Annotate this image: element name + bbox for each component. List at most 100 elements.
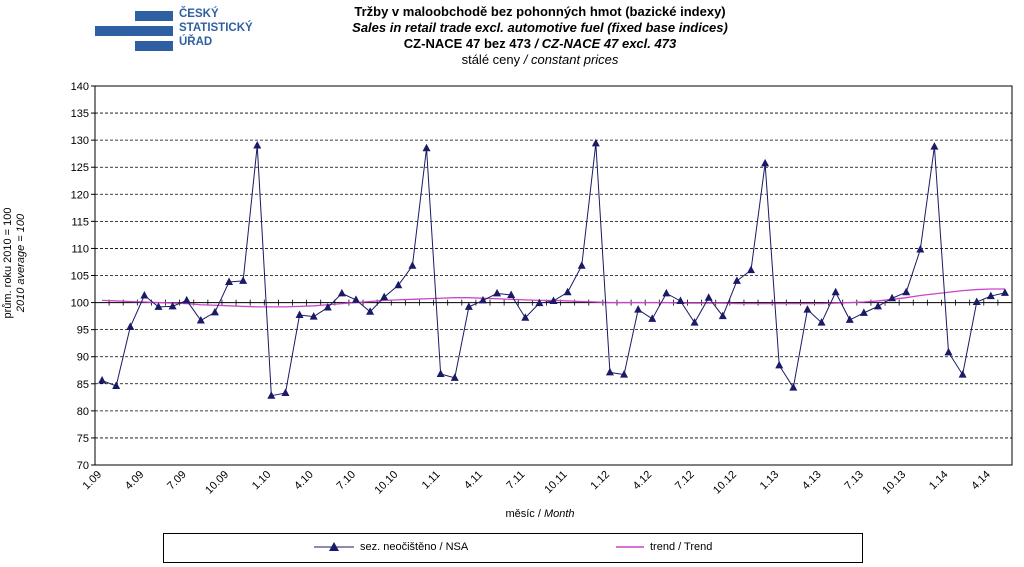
- data-point-nsa: [563, 287, 572, 296]
- x-tick-label: 4.13: [800, 469, 824, 493]
- data-point-nsa: [761, 158, 770, 167]
- data-point-nsa: [676, 296, 685, 304]
- x-tick-label: 7.09: [165, 469, 189, 493]
- logo-word: ČESKÝ: [179, 8, 219, 20]
- data-point-nsa: [295, 310, 304, 319]
- data-point-nsa: [831, 287, 840, 296]
- y-tick-label: 130: [71, 135, 89, 147]
- data-point-nsa: [309, 312, 318, 320]
- data-point-nsa: [732, 276, 741, 284]
- data-point-nsa: [239, 276, 248, 284]
- data-point-nsa: [281, 388, 290, 396]
- y-tick-label: 95: [77, 325, 89, 337]
- data-point-nsa: [168, 301, 177, 310]
- legend-item-nsa: sez. neočištěno / NSA: [314, 541, 468, 553]
- data-point-nsa: [112, 381, 121, 389]
- data-point-nsa: [972, 297, 981, 306]
- data-point-nsa: [225, 277, 234, 285]
- data-point-nsa: [267, 391, 276, 399]
- data-point-nsa: [351, 295, 360, 303]
- data-point-nsa: [704, 293, 713, 301]
- data-point-nsa: [662, 288, 671, 297]
- data-point-nsa: [817, 318, 826, 326]
- data-point-nsa: [634, 305, 643, 313]
- data-point-nsa: [478, 295, 487, 304]
- x-axis-label-en: Month: [543, 508, 575, 520]
- logo-bar: [95, 26, 173, 36]
- legend-nsa-swatch: [314, 542, 354, 551]
- data-point-nsa: [930, 142, 939, 150]
- data-point-nsa: [605, 367, 614, 376]
- chart-subtitle-prices: stálé ceny / constant prices: [280, 52, 800, 68]
- legend-item-trend: trend / Trend: [616, 541, 712, 553]
- x-tick-label: 7.10: [334, 469, 358, 493]
- x-tick-label: 1.11: [420, 469, 443, 492]
- y-tick-label: 115: [71, 216, 89, 228]
- chart-legend: sez. neočištěno / NSA trend / Trend: [163, 533, 863, 563]
- data-point-nsa: [337, 288, 346, 297]
- x-tick-label: 4.14: [969, 469, 993, 493]
- x-tick-label: 1.14: [927, 469, 951, 493]
- data-point-nsa: [380, 292, 389, 301]
- y-tick-label: 140: [71, 81, 89, 93]
- data-point-nsa: [747, 265, 756, 274]
- x-tick-label: 1.10: [250, 469, 274, 493]
- x-tick-label: 4.11: [462, 469, 485, 492]
- data-point-nsa: [154, 302, 163, 310]
- x-tick-label: 7.13: [842, 469, 866, 493]
- x-tick-label: 1.13: [758, 469, 782, 493]
- data-point-nsa: [366, 307, 375, 315]
- x-tick-label: 10.12: [711, 469, 739, 497]
- logo-word: ÚŘAD: [179, 36, 213, 48]
- csu-logo: ČESKÝ STATISTICKÝ ÚŘAD: [95, 8, 265, 54]
- chart-titles: Tržby v maloobchodě bez pohonných hmot (…: [280, 4, 800, 68]
- chart-title: Tržby v maloobchodě bez pohonných hmot (…: [354, 4, 726, 19]
- data-point-nsa: [916, 245, 925, 253]
- y-tick-label: 75: [77, 433, 89, 445]
- data-point-nsa: [859, 308, 868, 316]
- chart-title-en: Sales in retail trade excl. automotive f…: [352, 20, 728, 35]
- legend-trend-label: trend / Trend: [650, 541, 713, 553]
- x-tick-label: 4.12: [631, 469, 655, 493]
- data-point-nsa: [98, 376, 107, 384]
- data-point-nsa: [253, 141, 262, 149]
- data-point-nsa: [436, 369, 445, 378]
- y-tick-label: 125: [71, 162, 89, 174]
- data-point-nsa: [126, 322, 135, 330]
- y-tick-label: 120: [71, 189, 89, 201]
- y-tick-label: 90: [77, 352, 89, 364]
- data-point-nsa: [718, 311, 727, 320]
- data-point-nsa: [888, 293, 897, 302]
- data-point-nsa: [873, 301, 882, 310]
- chart-subtitle-nace: CZ-NACE 47 bez 473 / CZ-NACE 47 excl. 47…: [280, 36, 800, 52]
- data-point-nsa: [789, 383, 798, 391]
- logo-bar: [135, 11, 173, 21]
- data-point-nsa: [196, 315, 205, 324]
- data-point-nsa: [422, 143, 431, 152]
- x-tick-label: 4.09: [123, 469, 147, 493]
- data-point-nsa: [535, 298, 544, 307]
- data-point-nsa: [577, 261, 586, 269]
- subtitle-prices-cz: stálé ceny: [461, 52, 524, 67]
- data-point-nsa: [986, 291, 995, 300]
- data-point-nsa: [507, 290, 516, 298]
- data-point-nsa: [591, 138, 600, 147]
- y-tick-label: 100: [71, 298, 89, 310]
- data-point-nsa: [323, 302, 332, 311]
- data-point-nsa: [902, 287, 911, 296]
- data-point-nsa: [549, 296, 558, 304]
- y-tick-label: 85: [77, 379, 89, 391]
- subtitle-nace-en: / CZ-NACE 47 excl. 473: [534, 36, 677, 51]
- x-tick-label: 10.11: [542, 469, 569, 496]
- y-tick-label: 80: [77, 406, 89, 418]
- x-tick-label: 1.09: [81, 469, 105, 493]
- logo-word: STATISTICKÝ: [179, 22, 253, 34]
- data-point-nsa: [845, 315, 854, 323]
- data-point-nsa: [140, 291, 149, 299]
- x-tick-label: 10.10: [372, 469, 400, 497]
- y-tick-label: 105: [71, 271, 89, 283]
- data-point-nsa: [620, 370, 629, 378]
- x-tick-label: 7.12: [673, 469, 697, 493]
- data-point-nsa: [648, 314, 657, 322]
